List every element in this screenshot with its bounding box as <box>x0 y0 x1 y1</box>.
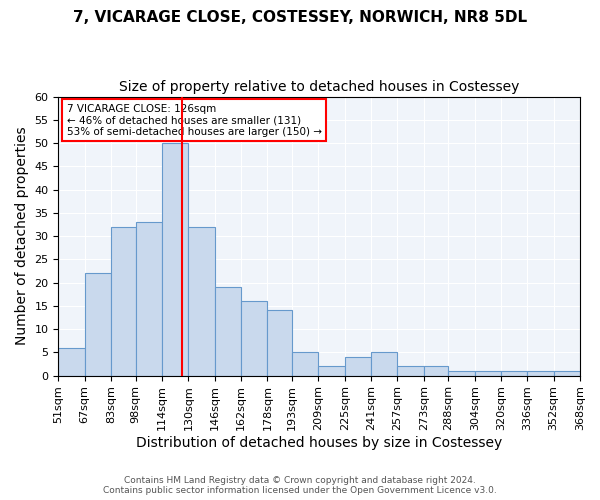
Bar <box>111 227 136 376</box>
Title: Size of property relative to detached houses in Costessey: Size of property relative to detached ho… <box>119 80 520 94</box>
Bar <box>188 227 215 376</box>
Text: Contains HM Land Registry data © Crown copyright and database right 2024.
Contai: Contains HM Land Registry data © Crown c… <box>103 476 497 495</box>
Bar <box>136 222 162 376</box>
Bar <box>554 371 580 376</box>
Bar <box>475 371 501 376</box>
Bar <box>345 357 371 376</box>
Text: 7, VICARAGE CLOSE, COSTESSEY, NORWICH, NR8 5DL: 7, VICARAGE CLOSE, COSTESSEY, NORWICH, N… <box>73 10 527 25</box>
Bar <box>268 310 292 376</box>
Bar <box>241 301 268 376</box>
Bar <box>448 371 475 376</box>
Bar <box>371 352 397 376</box>
Bar <box>85 274 111 376</box>
Bar <box>319 366 345 376</box>
Bar <box>215 287 241 376</box>
Bar <box>58 348 85 376</box>
Bar <box>501 371 527 376</box>
Y-axis label: Number of detached properties: Number of detached properties <box>15 127 29 346</box>
Bar <box>397 366 424 376</box>
X-axis label: Distribution of detached houses by size in Costessey: Distribution of detached houses by size … <box>136 436 502 450</box>
Text: 7 VICARAGE CLOSE: 126sqm
← 46% of detached houses are smaller (131)
53% of semi-: 7 VICARAGE CLOSE: 126sqm ← 46% of detach… <box>67 104 322 136</box>
Bar <box>162 143 188 376</box>
Bar <box>527 371 554 376</box>
Bar <box>292 352 319 376</box>
Bar <box>424 366 448 376</box>
